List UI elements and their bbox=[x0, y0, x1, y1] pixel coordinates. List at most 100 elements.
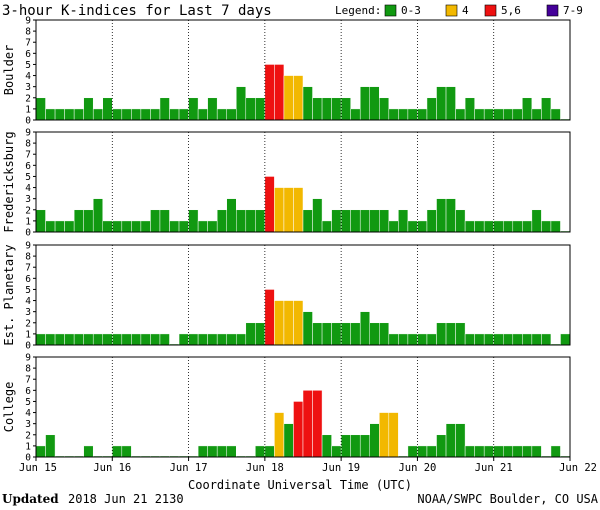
k-index-bar bbox=[64, 220, 75, 233]
panel-label: Fredericksburg bbox=[2, 131, 16, 232]
y-tick-label: 5 bbox=[25, 397, 31, 408]
k-index-bar bbox=[531, 445, 542, 458]
k-index-bar bbox=[550, 445, 561, 458]
x-axis: Jun 15 Jun 16 Jun 17 Jun 18 Jun 19 Jun 20 Jun … bbox=[19, 457, 597, 474]
k-index-bar bbox=[445, 322, 456, 346]
y-tick-label: 1 bbox=[25, 441, 31, 452]
y-tick-label: 8 bbox=[25, 364, 31, 375]
k-index-bar bbox=[359, 434, 370, 458]
y-tick-label: 2 bbox=[25, 205, 31, 216]
k-index-bar bbox=[112, 333, 123, 346]
k-index-bar bbox=[379, 97, 390, 121]
y-tick-label: 8 bbox=[25, 252, 31, 263]
k-index-bar bbox=[426, 333, 437, 346]
y-tick-label: 6 bbox=[25, 49, 31, 60]
k-index-bar bbox=[178, 108, 189, 121]
k-index-bar bbox=[35, 445, 46, 458]
k-index-bar bbox=[474, 445, 485, 458]
k-index-bar bbox=[369, 86, 380, 121]
k-index-bar bbox=[340, 97, 351, 121]
k-index-bar bbox=[283, 423, 294, 458]
k-index-bar bbox=[493, 445, 504, 458]
k-index-bar bbox=[216, 333, 227, 346]
k-index-bar bbox=[274, 187, 285, 233]
k-index-bar bbox=[255, 445, 266, 458]
y-tick-label: 7 bbox=[25, 38, 31, 49]
panels: 0123456789Boulder0123456789Fredericksbur… bbox=[2, 16, 571, 464]
k-index-bar bbox=[150, 108, 161, 121]
k-index-bar bbox=[83, 333, 94, 346]
k-index-bar bbox=[188, 209, 199, 233]
legend-swatch-purple bbox=[546, 4, 559, 17]
k-index-bar bbox=[455, 322, 466, 346]
x-tick-label: Jun 20 bbox=[398, 462, 436, 474]
k-index-bar bbox=[112, 108, 123, 121]
k-index-bar bbox=[445, 86, 456, 121]
k-index-bar bbox=[207, 333, 218, 346]
y-tick-label: 3 bbox=[25, 82, 31, 93]
k-index-bar bbox=[436, 322, 447, 346]
k-index-bar bbox=[159, 333, 170, 346]
y-tick-label: 1 bbox=[25, 329, 31, 340]
panel-frame bbox=[35, 244, 571, 346]
k-index-bar bbox=[226, 198, 237, 233]
k-index-bar bbox=[140, 333, 151, 346]
k-index-bar bbox=[340, 209, 351, 233]
k-index-bar bbox=[331, 445, 342, 458]
k-index-bar bbox=[455, 209, 466, 233]
k-index-bar bbox=[121, 333, 132, 346]
k-index-bar bbox=[293, 75, 304, 121]
k-index-bar bbox=[417, 108, 428, 121]
k-index-bar bbox=[340, 322, 351, 346]
k-index-bar bbox=[73, 108, 84, 121]
k-index-bar bbox=[464, 333, 475, 346]
k-index-bar bbox=[541, 97, 552, 121]
y-tick-label: 4 bbox=[25, 183, 31, 194]
k-index-bar bbox=[455, 423, 466, 458]
k-index-bar bbox=[398, 209, 409, 233]
k-index-bar bbox=[321, 220, 332, 233]
k-index-bar bbox=[531, 209, 542, 233]
k-index-bar bbox=[512, 108, 523, 121]
k-index-bar bbox=[503, 220, 514, 233]
k-index-bar bbox=[236, 86, 247, 121]
k-index-bar bbox=[350, 108, 361, 121]
k-index-bar bbox=[283, 75, 294, 121]
k-index-bar bbox=[369, 322, 380, 346]
k-index-bar bbox=[550, 220, 561, 233]
k-index-bar bbox=[550, 108, 561, 121]
k-index-bar bbox=[112, 220, 123, 233]
k-index-bar bbox=[464, 97, 475, 121]
k-index-bar bbox=[293, 187, 304, 233]
k-index-bar bbox=[226, 333, 237, 346]
k-index-bar bbox=[236, 333, 247, 346]
k-index-bar bbox=[483, 333, 494, 346]
k-index-bar bbox=[35, 333, 46, 346]
k-index-bar bbox=[188, 97, 199, 121]
k-index-bar bbox=[121, 445, 132, 458]
legend-swatch-yellow bbox=[445, 4, 458, 17]
y-tick-label: 2 bbox=[25, 430, 31, 441]
y-tick-label: 5 bbox=[25, 172, 31, 183]
y-tick-label: 1 bbox=[25, 216, 31, 227]
x-tick-label: Jun 17 bbox=[170, 462, 208, 474]
k-index-bar bbox=[236, 209, 247, 233]
y-tick-label: 6 bbox=[25, 161, 31, 172]
k-index-bar bbox=[445, 198, 456, 233]
k-index-bar bbox=[140, 220, 151, 233]
k-index-bar bbox=[426, 209, 437, 233]
k-index-bar bbox=[92, 198, 103, 233]
panel-frame bbox=[35, 19, 571, 121]
x-tick-label: Jun 19 bbox=[322, 462, 360, 474]
k-index-bar bbox=[226, 108, 237, 121]
k-index-bar bbox=[102, 220, 113, 233]
k-index-bar bbox=[274, 64, 285, 121]
k-index-bar bbox=[302, 209, 313, 233]
k-index-bar bbox=[331, 209, 342, 233]
k-index-bar bbox=[493, 108, 504, 121]
x-axis-label: Coordinate Universal Time (UTC) bbox=[188, 478, 412, 492]
k-index-bar bbox=[369, 423, 380, 458]
